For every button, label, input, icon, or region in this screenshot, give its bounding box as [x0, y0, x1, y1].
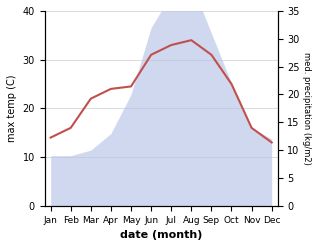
Y-axis label: med. precipitation (kg/m2): med. precipitation (kg/m2) — [302, 52, 311, 165]
X-axis label: date (month): date (month) — [120, 230, 202, 240]
Y-axis label: max temp (C): max temp (C) — [7, 75, 17, 142]
